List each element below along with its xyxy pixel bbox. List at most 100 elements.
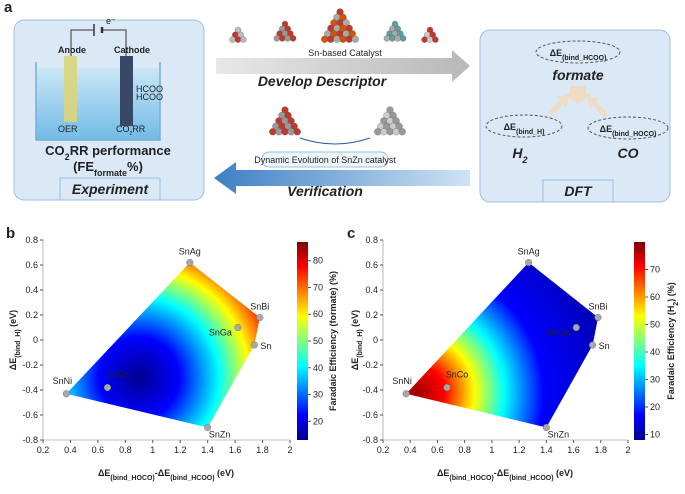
atom	[293, 128, 301, 136]
text-sub: (bind_HCOO)	[170, 475, 214, 482]
colorbar-tick-label: 60	[650, 292, 660, 302]
text-part: ΔE	[98, 468, 110, 478]
descriptor-arrow	[216, 50, 470, 82]
ellipse	[587, 116, 669, 140]
cathode-label: Cathode	[114, 45, 150, 55]
ellipse	[485, 114, 563, 138]
dft-tag	[542, 179, 614, 203]
colorbar-tick-label: 40	[313, 363, 323, 373]
atom	[389, 111, 397, 119]
data-point	[234, 323, 242, 332]
atom	[394, 35, 401, 42]
atom	[281, 20, 289, 28]
text-sub: (bind_HOCO)	[449, 475, 493, 482]
atom	[351, 35, 359, 43]
colorbar-tick-label: 30	[313, 390, 323, 400]
point-label: SnCo	[446, 370, 469, 380]
colorbar-tick-label: 40	[650, 347, 660, 357]
heatmap-region	[66, 262, 260, 428]
y-tick-label: 0.4	[365, 285, 378, 295]
y-tick-label: 0.2	[25, 310, 38, 320]
hcoo-label: ΔE(bind_HCOO)	[550, 48, 607, 62]
atom	[383, 35, 391, 42]
fe-label: (FEformate%)	[73, 159, 143, 178]
x-tick-label: 0.2	[377, 445, 390, 455]
y-tick-label: -0.4	[362, 385, 378, 395]
atom	[269, 128, 277, 136]
atom	[380, 128, 388, 136]
text-sub: (bind_HOCO)	[612, 131, 656, 138]
anode-label: Anode	[58, 45, 86, 55]
colorbar	[634, 242, 645, 440]
heatmap-region	[406, 262, 599, 428]
hoco-label: ΔE(bind_HOCO)	[600, 124, 657, 138]
point-label: SnBi	[589, 302, 608, 312]
product-label: HCOO	[136, 84, 163, 94]
text-part: -ΔE	[494, 468, 509, 478]
text-part: (eV)	[350, 310, 360, 330]
atom	[392, 128, 400, 136]
data-point	[103, 383, 112, 392]
text-part: ΔE	[504, 122, 516, 132]
atom	[339, 35, 347, 43]
point-label: Sn	[599, 341, 610, 351]
atom	[426, 26, 434, 34]
atom	[339, 13, 347, 21]
h2-label: H2	[512, 145, 527, 165]
atom	[391, 20, 399, 28]
x-tick-label: 0.2	[37, 445, 50, 455]
y-tick-label: 0.2	[365, 310, 378, 320]
oer-label: OER	[58, 124, 78, 134]
text-sub: formate	[94, 168, 127, 178]
axis-label: ΔE(bind_HOCO)-ΔE(bind_HCOO) (eV)	[437, 468, 573, 482]
beaker	[35, 62, 161, 141]
arrow	[564, 86, 592, 104]
atom	[287, 117, 295, 125]
product-label: HCOO	[136, 92, 163, 102]
colorbar-tick-label: 80	[313, 256, 323, 266]
atom	[275, 128, 283, 136]
data-point	[62, 390, 70, 398]
colorbar-tick-label: 10	[650, 430, 660, 440]
text-part: RR performance	[70, 143, 171, 158]
evolution-box	[261, 151, 389, 168]
x-tick-label: 0.4	[404, 445, 417, 455]
text-sub: (bind_H)	[516, 129, 544, 136]
performance-label: CO2RR performance	[45, 143, 171, 162]
point-label: SnZn	[548, 430, 570, 440]
text-sub: 2	[522, 155, 528, 165]
colorbar-tick-label: 70	[313, 282, 323, 292]
data-point	[525, 258, 533, 267]
y-tick-label: -0.2	[22, 360, 38, 370]
atom	[426, 36, 434, 43]
text-part: (eV)	[8, 310, 18, 330]
atom	[234, 26, 242, 34]
y-tick-label: 0.8	[25, 235, 38, 245]
experiment-tag	[59, 177, 161, 201]
y-tick-label: 0.4	[25, 285, 38, 295]
text-sub: (bind_H)	[15, 329, 22, 357]
verification-arrow	[214, 162, 470, 194]
x-tick-label: 1.4	[201, 445, 214, 455]
atom	[399, 35, 407, 42]
text-sub: (bind_HOCO)	[110, 475, 154, 482]
colorbar-tick-label: 20	[650, 402, 660, 412]
text-part: H	[512, 145, 523, 161]
panel-label: b	[6, 225, 15, 242]
text-part: RR	[132, 124, 145, 134]
text-sub: 2	[130, 131, 133, 137]
point-label: SnAg	[518, 247, 540, 257]
evolution-label: Dynamic Evolution of SnZn catalyst	[254, 155, 396, 165]
panel-label: c	[347, 225, 355, 242]
atom	[432, 36, 439, 43]
atom	[287, 30, 294, 37]
formate-label: formate	[552, 67, 604, 83]
atom	[336, 8, 344, 16]
atom	[284, 111, 292, 119]
text-part: ΔE	[350, 358, 360, 370]
text-part: %)	[127, 159, 143, 174]
evolution-arrow	[299, 137, 371, 145]
x-tick-label: 1.6	[567, 445, 580, 455]
text-part: ) (%)	[666, 282, 676, 302]
atom	[342, 19, 350, 27]
